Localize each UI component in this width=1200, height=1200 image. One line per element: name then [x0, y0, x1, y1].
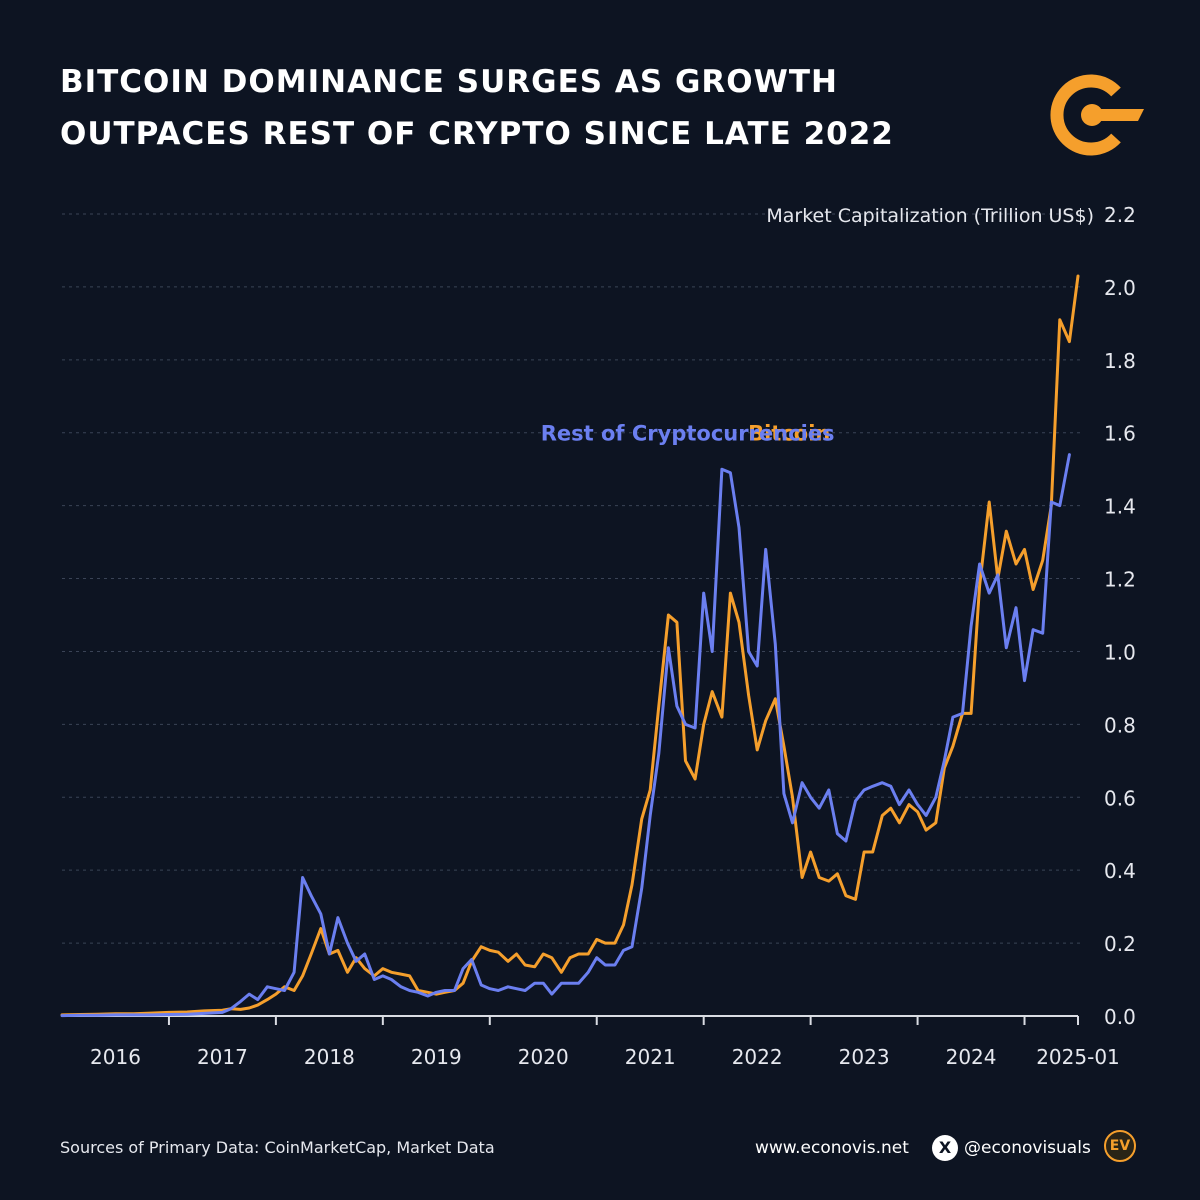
y-tick-label: 0.4: [1104, 859, 1136, 883]
axis-layer: 0.0 0.2 0.4 0.6 0.8 1.0 1.2 1.4 1.6 1.8 2.0 2.2 Mark…: [62, 203, 1136, 1069]
series-label-bitcoin: Bitcoin: [748, 422, 830, 446]
x-tick-label: 2023: [839, 1045, 890, 1069]
y-tick-label: 0.0: [1104, 1005, 1136, 1029]
series-line-rest-of-crypto: [60, 453, 1071, 1018]
ev-badge-icon: EV: [1104, 1130, 1136, 1162]
social-handle[interactable]: @econovisuals: [964, 1138, 1091, 1158]
y-tick-label: 1.0: [1104, 640, 1136, 664]
y-tick-label: 0.2: [1104, 932, 1136, 956]
y-tick-label: 1.6: [1104, 422, 1136, 446]
x-tick-label: 2018: [304, 1045, 355, 1069]
chart-title-line-1: BITCOIN DOMINANCE SURGES AS GROWTH: [60, 64, 838, 100]
series-label-rest-of-crypto: Rest of Cryptocurrencies: [541, 422, 835, 446]
grid-layer: [62, 213, 1082, 944]
y-tick-label: 2.0: [1104, 276, 1136, 300]
series-layer: [60, 274, 1080, 1018]
x-tick-label: 2016: [90, 1045, 141, 1069]
x-tick-label: 2024: [946, 1045, 997, 1069]
y-tick-label: 1.8: [1104, 349, 1136, 373]
chart-title: BITCOIN DOMINANCE SURGES AS GROWTH OUTPA…: [60, 56, 960, 160]
series-line-bitcoin: [60, 274, 1080, 1017]
line-chart: 0.0 0.2 0.4 0.6 0.8 1.0 1.2 1.4 1.6 1.8 2.0 2.2 Mark…: [60, 203, 1136, 1069]
x-tick-label: 2025-01: [1036, 1045, 1120, 1069]
econovis-logo-icon: [1050, 74, 1144, 156]
y-tick-label: 0.6: [1104, 786, 1136, 810]
x-tick-label: 2019: [411, 1045, 462, 1069]
y-tick-label: 0.8: [1104, 713, 1136, 737]
website-link[interactable]: www.econovis.net: [755, 1138, 909, 1158]
y-tick-label: 1.2: [1104, 568, 1136, 592]
x-twitter-icon[interactable]: X: [932, 1135, 958, 1161]
x-tick-label: 2021: [625, 1045, 676, 1069]
x-tick-label: 2017: [197, 1045, 248, 1069]
y-tick-label: 2.2: [1104, 203, 1136, 227]
sources-note: Sources of Primary Data: CoinMarketCap, …: [60, 1138, 495, 1157]
chart-title-line-2: OUTPACES REST OF CRYPTO SINCE LATE 2022: [60, 116, 894, 152]
y-tick-label: 1.4: [1104, 495, 1136, 519]
y-axis-title: Market Capitalization (Trillion US$): [766, 205, 1094, 227]
x-tick-label: 2022: [732, 1045, 783, 1069]
x-tick-label: 2020: [518, 1045, 569, 1069]
